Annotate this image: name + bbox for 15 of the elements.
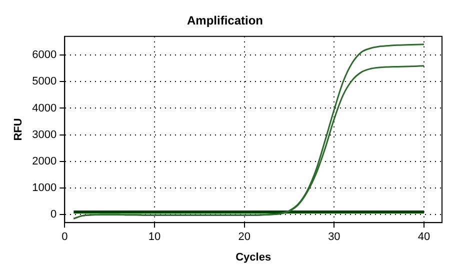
x-tick-label: 40 xyxy=(418,231,430,244)
y-tick-label: 5000 xyxy=(32,76,57,88)
x-tick-label: 30 xyxy=(328,231,340,244)
chart-title: Amplification xyxy=(186,14,264,28)
y-axis-title: RFU xyxy=(12,118,25,141)
y-tick-label: 3000 xyxy=(32,128,57,141)
y-tick-label: 2000 xyxy=(32,155,57,168)
x-axis-title: Cycles xyxy=(236,251,272,264)
x-tick-label: 10 xyxy=(148,231,161,244)
x-tick-label: 20 xyxy=(238,231,250,244)
y-tick-label: 4000 xyxy=(32,102,57,114)
y-tick-label: 6000 xyxy=(32,49,57,62)
y-tick-label: 0 xyxy=(50,208,57,221)
y-tick-label: 1000 xyxy=(32,182,57,194)
x-tick-label: 0 xyxy=(62,231,68,244)
